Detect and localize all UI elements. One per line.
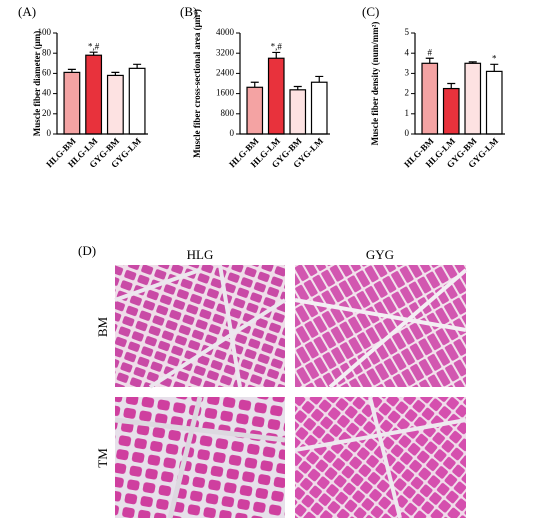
bar	[267, 57, 285, 135]
error-bar	[490, 63, 499, 72]
micrograph	[115, 397, 285, 518]
row-label: TM	[95, 448, 110, 468]
y-tick-label: 1600	[216, 88, 235, 98]
bar	[289, 89, 307, 135]
panel-label: (A)	[18, 4, 36, 19]
panel-label: (D)	[78, 243, 96, 258]
bar	[128, 67, 146, 135]
y-tick-label: 4	[405, 47, 410, 57]
y-tick-label: 3	[405, 67, 410, 77]
annotation: *,#	[88, 41, 100, 51]
y-axis-label: Muscle fiber cross-sectional area (μm²)	[192, 9, 202, 158]
y-tick-label: 0	[405, 128, 410, 138]
error-bar	[250, 81, 259, 88]
bar	[85, 54, 103, 135]
error-bar	[111, 71, 120, 76]
y-tick-label: 3200	[216, 47, 235, 57]
error-bar	[468, 61, 477, 64]
y-tick-label: 1	[405, 108, 410, 118]
annotation: #	[428, 47, 433, 57]
bar	[485, 70, 503, 135]
y-tick-label: 0	[47, 128, 52, 138]
y-tick-label: 2400	[216, 67, 235, 77]
y-tick-label: 0	[230, 128, 235, 138]
y-tick-label: 800	[221, 108, 235, 118]
y-tick-label: 4000	[216, 27, 235, 37]
micrograph	[115, 265, 285, 387]
bar	[63, 71, 81, 135]
error-bar	[67, 68, 76, 73]
error-bar	[447, 82, 456, 89]
error-bar	[133, 63, 142, 69]
error-bar	[293, 85, 302, 90]
axes	[56, 33, 148, 135]
y-tick-label: 40	[42, 88, 52, 98]
bar	[421, 62, 439, 135]
panel-label: (C)	[362, 4, 379, 19]
y-tick-label: 20	[42, 108, 52, 118]
error-bar	[315, 75, 324, 83]
y-tick-label: 2	[405, 88, 410, 98]
column-label: GYG	[366, 247, 394, 262]
panel-label: (B)	[180, 4, 197, 19]
y-tick-label: 60	[42, 67, 52, 77]
y-tick-label: 5	[405, 27, 410, 37]
axes	[414, 33, 505, 135]
histology	[114, 264, 468, 519]
error-bar	[272, 51, 281, 59]
y-axis-label: Muscle fiber diameter (μm)	[32, 31, 42, 137]
annotation: *,#	[271, 42, 283, 52]
annotation: *	[492, 53, 497, 63]
error-bar	[425, 57, 434, 64]
row-label: BM	[95, 316, 110, 337]
y-tick-label: 100	[38, 27, 52, 37]
y-tick-label: 80	[42, 47, 52, 57]
axes	[239, 33, 330, 135]
bar	[246, 86, 264, 135]
column-label: HLG	[187, 247, 214, 262]
bar	[310, 81, 328, 135]
micrograph	[295, 397, 466, 518]
bar	[106, 74, 124, 135]
y-axis-label: Muscle fiber density (num/mm²)	[370, 22, 380, 146]
bar	[442, 87, 460, 135]
error-bar	[89, 51, 98, 56]
bar	[464, 62, 482, 135]
